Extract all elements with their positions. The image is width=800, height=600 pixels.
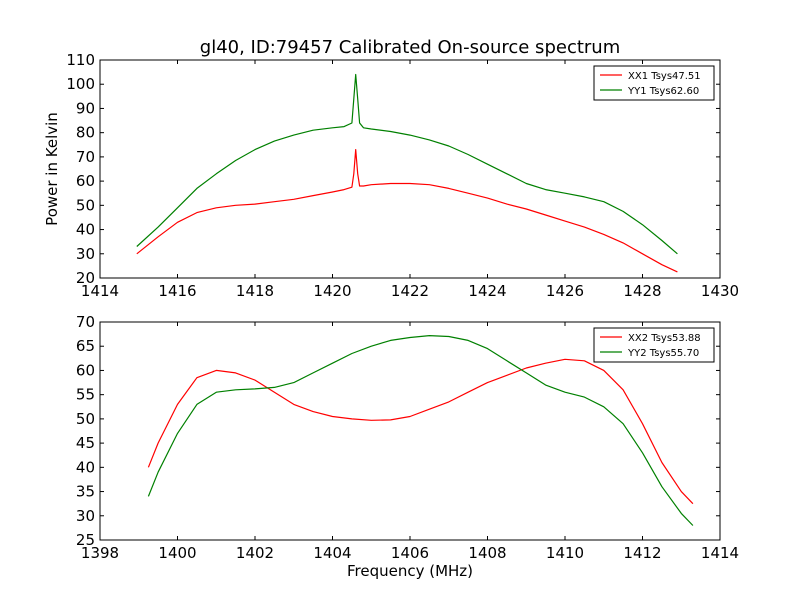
series-line-2 (136, 73, 678, 255)
top-plot: 1414 1416 1418 1420 1422 1424 1426 1428 1430 20 30… (43, 51, 739, 300)
y-tick-label: 65 (76, 337, 95, 355)
y-tick-label: 20 (76, 269, 95, 287)
x-tick-label: 1426 (546, 282, 584, 300)
legend: XX2 Tsys53.88 YY2 Tsys55.70 (593, 327, 715, 363)
x-tick-label: 1414 (701, 544, 739, 562)
y-tick-label: 60 (76, 172, 95, 190)
y-tick-label: 35 (76, 483, 95, 501)
y-tick-label: 55 (76, 386, 95, 404)
x-tick-label: 1400 (158, 544, 196, 562)
y-tick-label: 70 (76, 148, 95, 166)
y-tick-label: 90 (76, 99, 95, 117)
y-tick-label: 100 (66, 75, 95, 93)
y-tick-label: 30 (76, 507, 95, 525)
x-tick-label: 1420 (313, 282, 351, 300)
legend-entry: YY2 Tsys55.70 (627, 348, 699, 359)
legend-box (593, 327, 715, 363)
series-line-2 (147, 335, 694, 526)
x-tick-label: 1428 (623, 282, 661, 300)
x-tick-label: 1412 (623, 544, 661, 562)
y-tick-label: 80 (76, 124, 95, 142)
x-tick-label: 1410 (546, 544, 584, 562)
x-tick-label: 1398 (81, 544, 119, 562)
y-tick-label: 30 (76, 245, 95, 263)
y-tick-label: 70 (76, 313, 95, 331)
x-tick-label: 1424 (468, 282, 506, 300)
y-axis-label: Power in Kelvin (43, 112, 61, 226)
y-tick-label: 110 (66, 51, 95, 69)
chart-title: gl40, ID:79457 Calibrated On-source spec… (200, 37, 620, 58)
y-tick-label: 25 (76, 531, 95, 549)
x-tick-label: 1416 (158, 282, 196, 300)
x-tick-label: 1418 (236, 282, 274, 300)
legend-entry: XX2 Tsys53.88 (628, 333, 701, 344)
legend: XX1 Tsys47.51 YY1 Tsys62.60 (593, 65, 715, 101)
y-tick-label: 60 (76, 361, 95, 379)
y-tick-label: 50 (76, 196, 95, 214)
x-tick-label: 1408 (468, 544, 506, 562)
y-tick-label: 40 (76, 458, 95, 476)
y-tick-label: 50 (76, 410, 95, 428)
x-tick-label: 1422 (391, 282, 429, 300)
series-line-1 (147, 358, 694, 505)
legend-entry: XX1 Tsys47.51 (628, 71, 701, 82)
legend-entry: YY1 Tsys62.60 (627, 86, 699, 97)
y-tick-label: 45 (76, 434, 95, 452)
x-tick-label: 1406 (391, 544, 429, 562)
x-tick-label: 1430 (701, 282, 739, 300)
y-tick-label: 40 (76, 221, 95, 239)
bottom-plot: 1398 1400 1402 1404 1406 1408 1410 1412 1414 25 30… (76, 313, 739, 580)
x-tick-label: 1404 (313, 544, 351, 562)
x-axis-label: Frequency (MHz) (347, 562, 473, 580)
x-tick-label: 1414 (81, 282, 119, 300)
legend-box (593, 65, 715, 101)
x-tick-label: 1402 (236, 544, 274, 562)
series-line-1 (136, 149, 678, 273)
